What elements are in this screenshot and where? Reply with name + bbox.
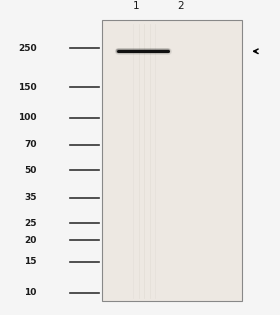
Text: 2: 2 [177, 1, 184, 11]
Text: 70: 70 [24, 140, 36, 149]
Text: 150: 150 [18, 83, 36, 91]
Text: 20: 20 [24, 236, 36, 245]
Text: 25: 25 [24, 219, 36, 228]
Text: 1: 1 [132, 1, 139, 11]
Text: 15: 15 [24, 257, 36, 266]
Text: 35: 35 [24, 193, 36, 202]
Text: 250: 250 [18, 44, 36, 53]
Text: 100: 100 [18, 113, 36, 122]
Text: 10: 10 [24, 288, 36, 297]
Text: 50: 50 [24, 166, 36, 175]
Bar [102, 20, 242, 301]
